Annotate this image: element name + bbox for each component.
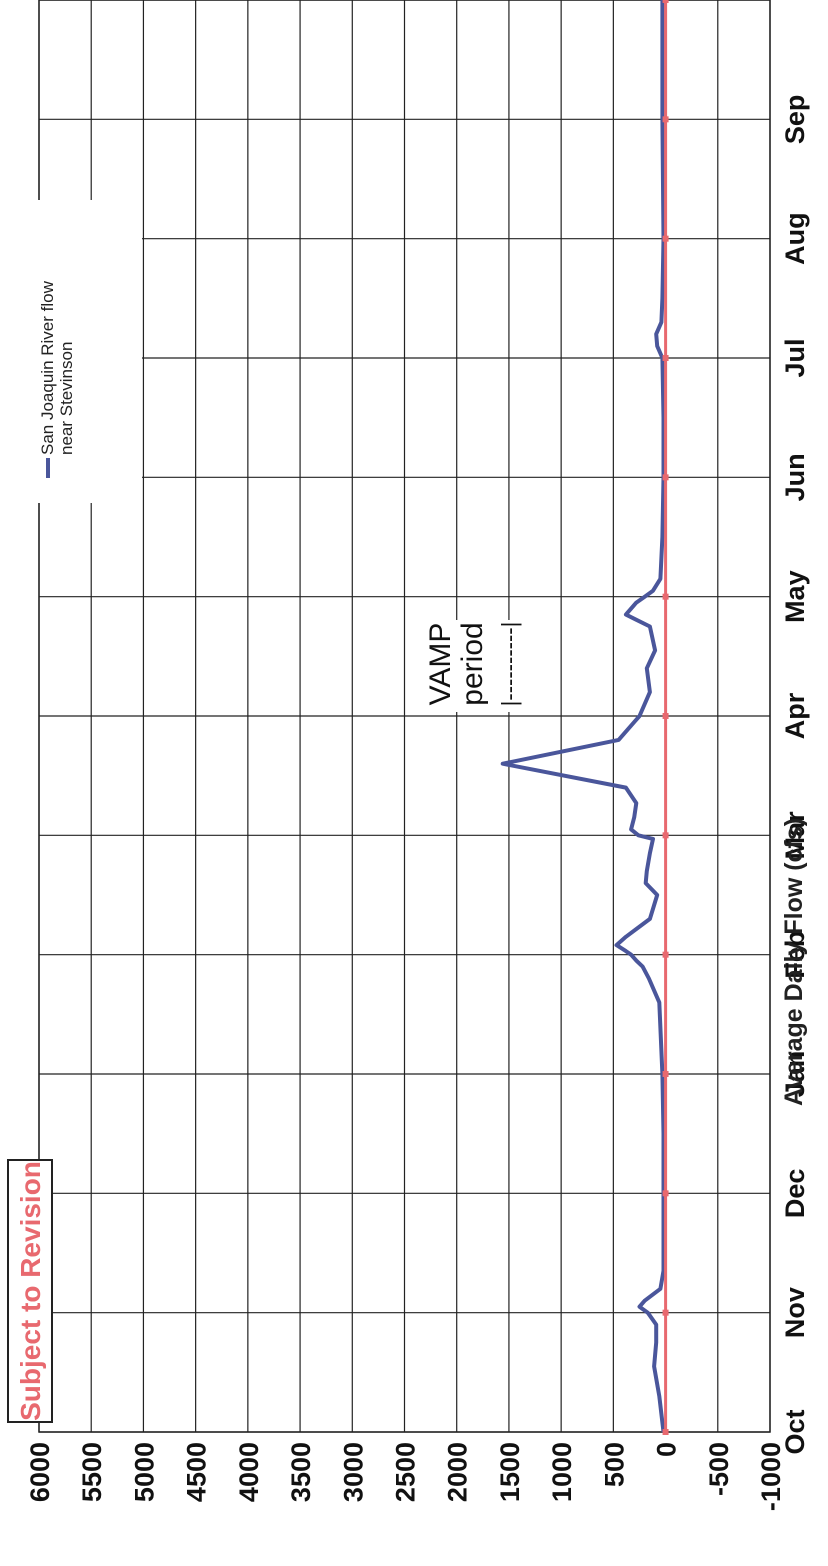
- vamp-box: [412, 620, 548, 712]
- value-tick-label: 2000: [443, 1442, 473, 1502]
- zero-line-marker: [662, 0, 669, 3]
- zero-line-marker: [662, 116, 669, 123]
- value-tick-label: 5000: [129, 1442, 159, 1502]
- vamp-label: VAMP: [424, 623, 457, 706]
- y-axis-title: Average Daily Flow (cfs): [780, 818, 808, 1106]
- month-tick-label: Mar: [780, 811, 810, 860]
- value-tick-label: 4000: [234, 1442, 264, 1502]
- value-tick-label: 500: [599, 1442, 629, 1487]
- month-tick-label: Feb: [780, 931, 810, 979]
- zero-line-marker: [662, 1190, 669, 1197]
- stamp-border: [7, 1159, 53, 1423]
- month-tick-label: May: [780, 570, 810, 623]
- month-tick-label: Aug: [780, 212, 810, 264]
- zero-line-marker: [662, 951, 669, 958]
- month-tick-label: Oct: [780, 1409, 810, 1454]
- value-tick-label: 6000: [25, 1442, 55, 1502]
- zero-line-marker: [662, 474, 669, 481]
- zero-line-marker: [662, 832, 669, 839]
- legend-box: [22, 200, 142, 503]
- subject-to-revision-stamp: Subject to Revision: [7, 1159, 53, 1423]
- legend-label-line2: near Stevinson: [57, 342, 76, 455]
- month-tick-label: Dec: [780, 1169, 810, 1219]
- value-tick-label: 1500: [495, 1442, 525, 1502]
- value-tick-label: 3500: [286, 1442, 316, 1502]
- month-tick-label: Jan: [780, 1051, 810, 1098]
- zero-line-marker: [662, 593, 669, 600]
- value-tick-label: -500: [704, 1442, 734, 1496]
- plot-frame: [38, 0, 771, 1433]
- month-tick-label: Jul: [780, 338, 810, 377]
- tick-labels: 6000 5500 5000 4500 4000 3500 3000 2500 2000 1500…: [25, 95, 810, 1511]
- value-tick-label: 4500: [182, 1442, 212, 1502]
- zero-line-marker: [662, 1429, 669, 1435]
- value-tick-label: 2500: [391, 1442, 421, 1502]
- month-tick-label: Jun: [780, 453, 810, 501]
- value-tick-label: 0: [652, 1442, 682, 1457]
- value-tick-label: 1000: [547, 1442, 577, 1502]
- vamp-annotation: VAMP period |----------|: [412, 620, 548, 712]
- zero-line-marker: [662, 1071, 669, 1077]
- vamp-period-label: period: [456, 622, 489, 705]
- zero-line-marker: [662, 355, 669, 361]
- zero-line-marker: [662, 713, 669, 719]
- series-line-stevinson: [500, 0, 666, 1433]
- month-tick-label: Nov: [780, 1287, 810, 1338]
- stamp-text: Subject to Revision: [15, 1161, 46, 1421]
- zero-line-marker: [662, 1309, 669, 1316]
- vamp-range-marker: |----------|: [497, 622, 522, 707]
- legend-label-line1: San Joaquin River flow: [38, 280, 57, 455]
- zero-line-marker: [662, 235, 669, 242]
- value-tick-label: -1000: [756, 1442, 786, 1511]
- legend: San Joaquin River flow near Stevinson: [22, 200, 142, 503]
- month-tick-label: Sep: [780, 95, 810, 145]
- series-layer: [500, 0, 669, 1435]
- month-tick-label: Apr: [780, 692, 810, 739]
- grid: [38, 0, 771, 1433]
- value-tick-label: 3000: [338, 1442, 368, 1502]
- value-tick-label: 5500: [77, 1442, 107, 1502]
